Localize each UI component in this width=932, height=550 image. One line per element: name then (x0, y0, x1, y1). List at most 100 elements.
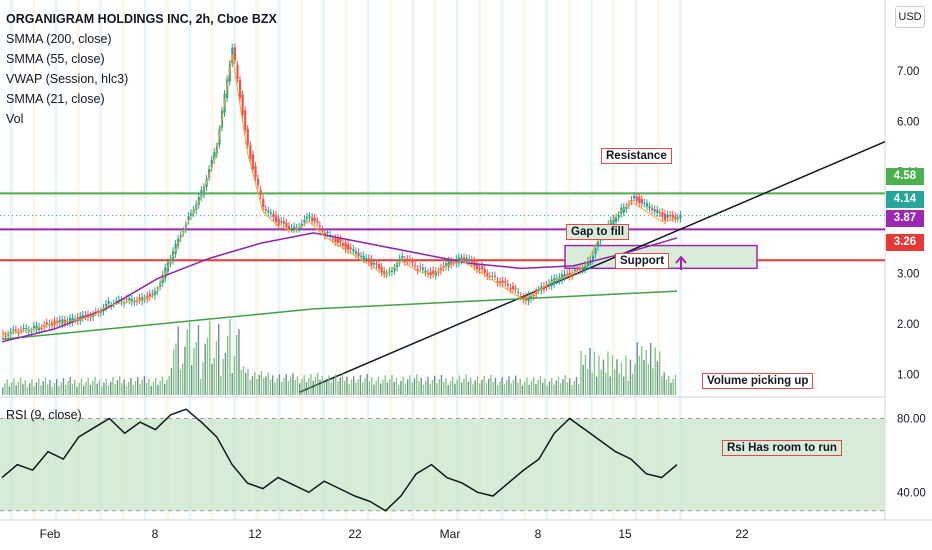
volume-bar (483, 375, 485, 395)
volume-bar (119, 376, 121, 395)
volume-bar (179, 369, 182, 395)
up-arrow-icon (675, 255, 687, 270)
volume-bar (341, 373, 344, 395)
volume-bar (215, 340, 218, 395)
candle-body (14, 329, 18, 331)
volume-bar (411, 382, 413, 395)
volume-bar (155, 378, 157, 395)
candle-body (125, 298, 128, 300)
volume-bar (368, 381, 371, 395)
candle-body (334, 238, 337, 243)
indicator-vol[interactable]: Vol (6, 112, 24, 126)
candle-body (545, 284, 548, 288)
candle-body (259, 189, 262, 196)
candle-body (499, 281, 502, 284)
volume-bar (645, 350, 647, 395)
currency-button[interactable]: USD (895, 6, 925, 28)
volume-bar (197, 325, 200, 395)
rsi-line (1, 408, 678, 512)
candle-body (228, 64, 231, 82)
volume-bar (346, 376, 348, 395)
candle-body (318, 225, 322, 227)
volume-bar (589, 348, 591, 395)
volume-bar (164, 383, 166, 395)
candle-body (450, 261, 453, 265)
volume-bar (557, 376, 560, 395)
volume-bar (429, 383, 431, 395)
volume-bar (607, 351, 609, 395)
volume-bar (150, 386, 152, 395)
annotation-resistance[interactable]: Resistance (601, 148, 672, 164)
volume-bar (515, 375, 517, 395)
candle-body (277, 218, 280, 226)
candle-body (452, 262, 455, 264)
volume-bar (107, 385, 110, 395)
volume-bar (393, 382, 395, 395)
candle-body (107, 301, 110, 304)
candle-body (25, 328, 28, 330)
volume-bar (209, 320, 211, 395)
candle-body (151, 293, 154, 295)
volume-bar (229, 319, 231, 395)
candle-body (71, 317, 74, 323)
volume-bar (26, 387, 29, 395)
candle-body (342, 243, 345, 246)
volume-bar (326, 378, 328, 395)
volume-bar (175, 343, 177, 395)
volume-bar (445, 378, 447, 395)
candle-body (316, 220, 319, 223)
volume-bar (74, 379, 76, 395)
symbol-title[interactable]: ORGANIGRAM HOLDINGS INC, 2h, Cboe BZX (6, 12, 277, 26)
candle-body (447, 260, 450, 267)
volume-bar (112, 377, 114, 395)
time-tick-label: 8 (535, 527, 542, 541)
volume-bar (458, 375, 461, 395)
volume-bar (344, 380, 346, 395)
volume-bar (308, 378, 310, 395)
price-tag-support: 3.26 (886, 234, 924, 251)
candle-body (532, 294, 535, 297)
volume-bar (204, 343, 206, 395)
volume-bar (472, 384, 474, 395)
volume-bar (116, 380, 119, 395)
rsi-legend[interactable]: RSI (9, close) (6, 408, 82, 422)
indicator-smma21[interactable]: SMMA (21, close) (6, 92, 105, 106)
annotation-rsi[interactable]: Rsi Has room to run (722, 440, 842, 456)
volume-bar (143, 376, 146, 395)
annotation-gap[interactable]: Gap to fill (566, 224, 630, 240)
candle-body (406, 259, 409, 262)
candle-body (321, 229, 324, 232)
volume-bar (146, 383, 148, 395)
candle-body (656, 210, 659, 213)
candle-body (424, 270, 427, 273)
candle-body (581, 268, 584, 271)
candle-body (17, 332, 20, 334)
candle-body (347, 243, 350, 250)
volume-bar (60, 382, 62, 395)
indicator-smma200[interactable]: SMMA (200, close) (6, 32, 112, 46)
volume-bar (463, 378, 465, 395)
indicator-vwap[interactable]: VWAP (Session, hlc3) (6, 72, 129, 86)
candle-body (437, 271, 440, 273)
volume-bar (267, 372, 269, 395)
volume-bar (339, 377, 341, 395)
volume-bar (65, 384, 67, 395)
volume-bar (67, 380, 69, 395)
volume-bar (159, 380, 161, 395)
volume-bar (182, 363, 184, 395)
candle-body (115, 300, 118, 302)
volume-bar (8, 386, 11, 395)
volume-bar (85, 381, 87, 395)
volume-bar (193, 348, 195, 395)
annotation-support[interactable]: Support (615, 253, 670, 269)
candle-body (238, 79, 242, 99)
candle-body (509, 287, 512, 290)
volume-bar (672, 378, 674, 395)
time-tick-label: Feb (40, 527, 61, 541)
price-tick-label: 1.00 (897, 370, 919, 382)
volume-bar (303, 375, 305, 395)
annotation-volume[interactable]: Volume picking up (702, 373, 814, 389)
time-tick-label: Mar (440, 527, 461, 541)
indicator-smma55[interactable]: SMMA (55, close) (6, 52, 105, 66)
candle-body (512, 286, 515, 290)
